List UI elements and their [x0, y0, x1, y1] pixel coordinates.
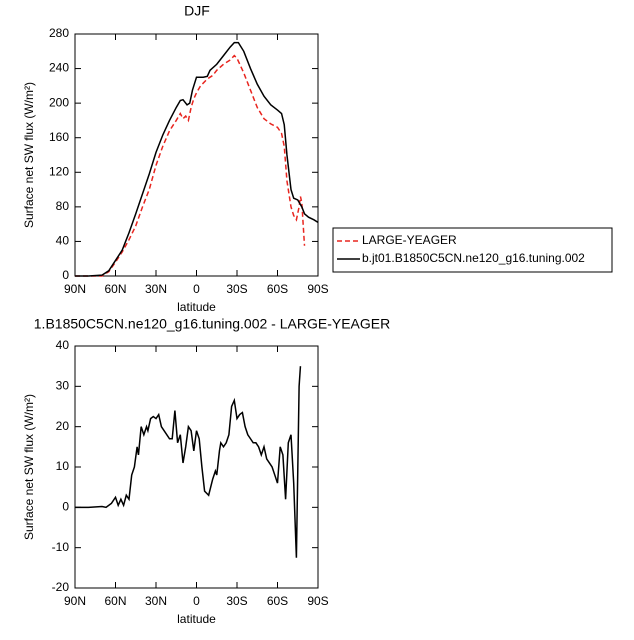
x-tick-label: 90N [64, 282, 86, 296]
y-tick-label: 40 [56, 234, 70, 248]
x-axis-label: latitude [177, 612, 216, 626]
series-line [75, 366, 302, 558]
y-tick-label: -20 [52, 580, 70, 594]
x-tick-label: 90S [307, 282, 328, 296]
x-tick-label: 60N [104, 282, 126, 296]
x-tick-label: 60S [267, 282, 288, 296]
y-tick-label: 200 [49, 95, 69, 109]
series-line [75, 54, 306, 277]
chart-title: 1.B1850C5CN.ne120_g16.tuning.002 - LARGE… [34, 316, 390, 332]
x-tick-label: 30N [145, 282, 167, 296]
x-tick-label: 30S [226, 594, 247, 608]
y-tick-label: 0 [62, 500, 69, 514]
y-tick-label: 120 [49, 164, 69, 178]
y-tick-label: 80 [56, 199, 70, 213]
plot-frame [74, 345, 319, 589]
chart-title: DJF [184, 3, 210, 19]
x-tick-label: 60S [267, 594, 288, 608]
y-tick-label: 280 [49, 26, 69, 40]
y-tick-label: 40 [56, 338, 70, 352]
x-tick-label: 0 [193, 594, 200, 608]
x-tick-label: 0 [193, 282, 200, 296]
x-tick-label: 90N [64, 594, 86, 608]
x-tick-label: 30S [226, 282, 247, 296]
y-axis-label: Surface net SW flux (W/m²) [22, 82, 36, 228]
y-tick-label: 20 [56, 419, 70, 433]
legend-label: b.jt01.B1850C5CN.ne120_g16.tuning.002 [362, 251, 585, 265]
legend-box [332, 227, 613, 273]
series-line [75, 41, 319, 277]
x-tick-label: 60N [104, 594, 126, 608]
y-tick-label: 0 [62, 268, 69, 282]
x-axis-label: latitude [177, 300, 216, 314]
y-axis-label: Surface net SW flux (W/m²) [22, 394, 36, 540]
y-tick-label: 160 [49, 130, 69, 144]
x-tick-label: 30N [145, 594, 167, 608]
y-tick-label: 30 [56, 379, 70, 393]
legend-label: LARGE-YEAGER [362, 233, 457, 247]
y-tick-label: -10 [52, 540, 70, 554]
x-tick-label: 90S [307, 594, 328, 608]
plot-frame [74, 33, 319, 277]
y-tick-label: 10 [56, 459, 70, 473]
y-tick-label: 240 [49, 61, 69, 75]
